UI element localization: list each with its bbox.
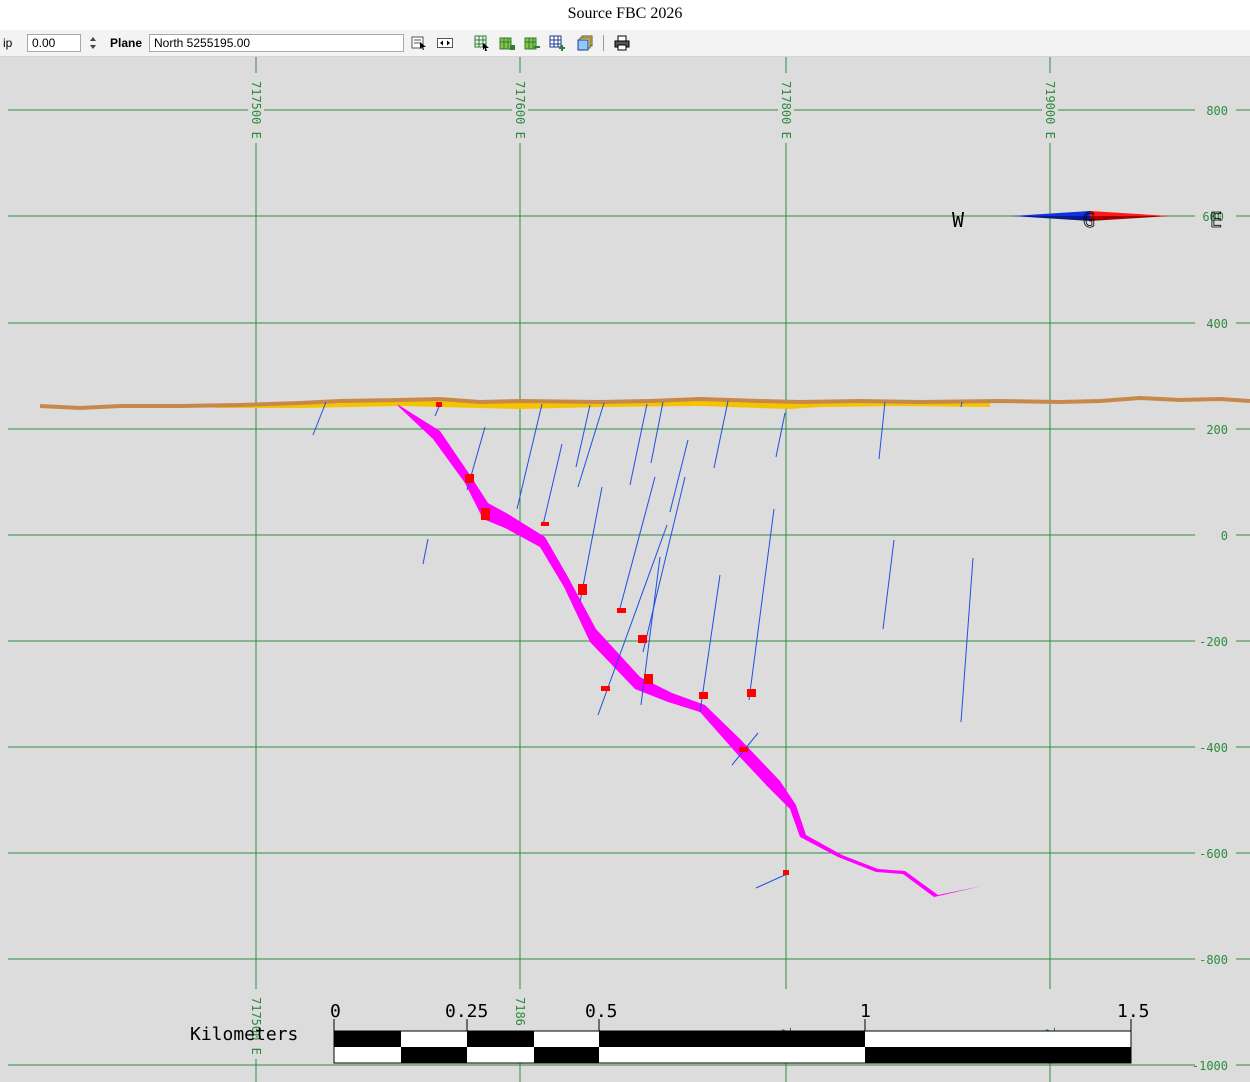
elevation-label: -600 (1199, 847, 1228, 861)
easting-label: 719000 E (1043, 81, 1057, 139)
plane-input[interactable] (149, 34, 404, 52)
compass-west-label: W (952, 208, 965, 232)
grid-plus-icon[interactable] (549, 35, 565, 51)
vein-zone (397, 404, 982, 897)
elevation-label: -800 (1199, 953, 1228, 967)
easting-label-bottom: 7186 (513, 997, 527, 1026)
topography-line (39, 395, 1250, 411)
elevation-label: 0 (1221, 529, 1228, 543)
layers-icon[interactable] (577, 35, 593, 51)
compass-mark: G (1083, 208, 1095, 232)
drillholes (312, 400, 974, 889)
grid-icon[interactable] (474, 35, 490, 51)
scale-tick-label: 0.5 (585, 1001, 618, 1022)
dip-input[interactable] (27, 34, 81, 52)
elevation-label: -1000 (1192, 1059, 1228, 1073)
easting-label: 717500 E (249, 81, 263, 139)
easting-label-bottom: 717500 E (249, 997, 263, 1055)
elevation-label: 600 (1202, 210, 1224, 224)
scale-bar: Kilometers 0 0.25 0.5 1 1.5 (190, 1001, 1150, 1064)
section-canvas: 717500 E 717600 E 717800 E 719000 E 800 … (8, 57, 1250, 1082)
grid-remove-icon[interactable] (524, 35, 540, 51)
elevation-label: -400 (1199, 741, 1228, 755)
dip-spinner[interactable] (86, 34, 100, 52)
scale-tick-label: 0.25 (445, 1001, 488, 1022)
pan-icon[interactable] (437, 35, 453, 51)
scale-tick-label: 0 (330, 1001, 341, 1022)
elevation-label: 800 (1206, 104, 1228, 118)
select-icon[interactable] (411, 35, 427, 51)
scale-unit-label: Kilometers (190, 1024, 298, 1045)
elevation-gridlines (8, 109, 1250, 1066)
elevation-label: 200 (1206, 423, 1228, 437)
scale-tick-label: 1.5 (1117, 1001, 1150, 1022)
compass-east-label: E (1210, 208, 1222, 232)
dip-label: ip (3, 36, 13, 50)
compass-rose: W G E (952, 208, 1222, 233)
elevation-label: -200 (1199, 635, 1228, 649)
toolbar-separator (603, 35, 604, 51)
assay-intercepts (436, 402, 789, 875)
easting-label: 717800 E (779, 81, 793, 139)
plane-label: Plane (110, 36, 143, 50)
grid-add-icon[interactable] (499, 35, 515, 51)
easting-label: 717600 E (513, 81, 527, 139)
easting-gridlines (255, 57, 1051, 1082)
scale-tick-label: 1 (860, 1001, 871, 1022)
section-view[interactable]: 717500 E 717600 E 717800 E 719000 E 800 … (0, 57, 1250, 1082)
print-icon[interactable] (614, 35, 630, 51)
window-title: Source FBC 2026 (567, 5, 683, 22)
toolbar: ip Plane (0, 30, 1250, 57)
elevation-label: 400 (1206, 317, 1228, 331)
